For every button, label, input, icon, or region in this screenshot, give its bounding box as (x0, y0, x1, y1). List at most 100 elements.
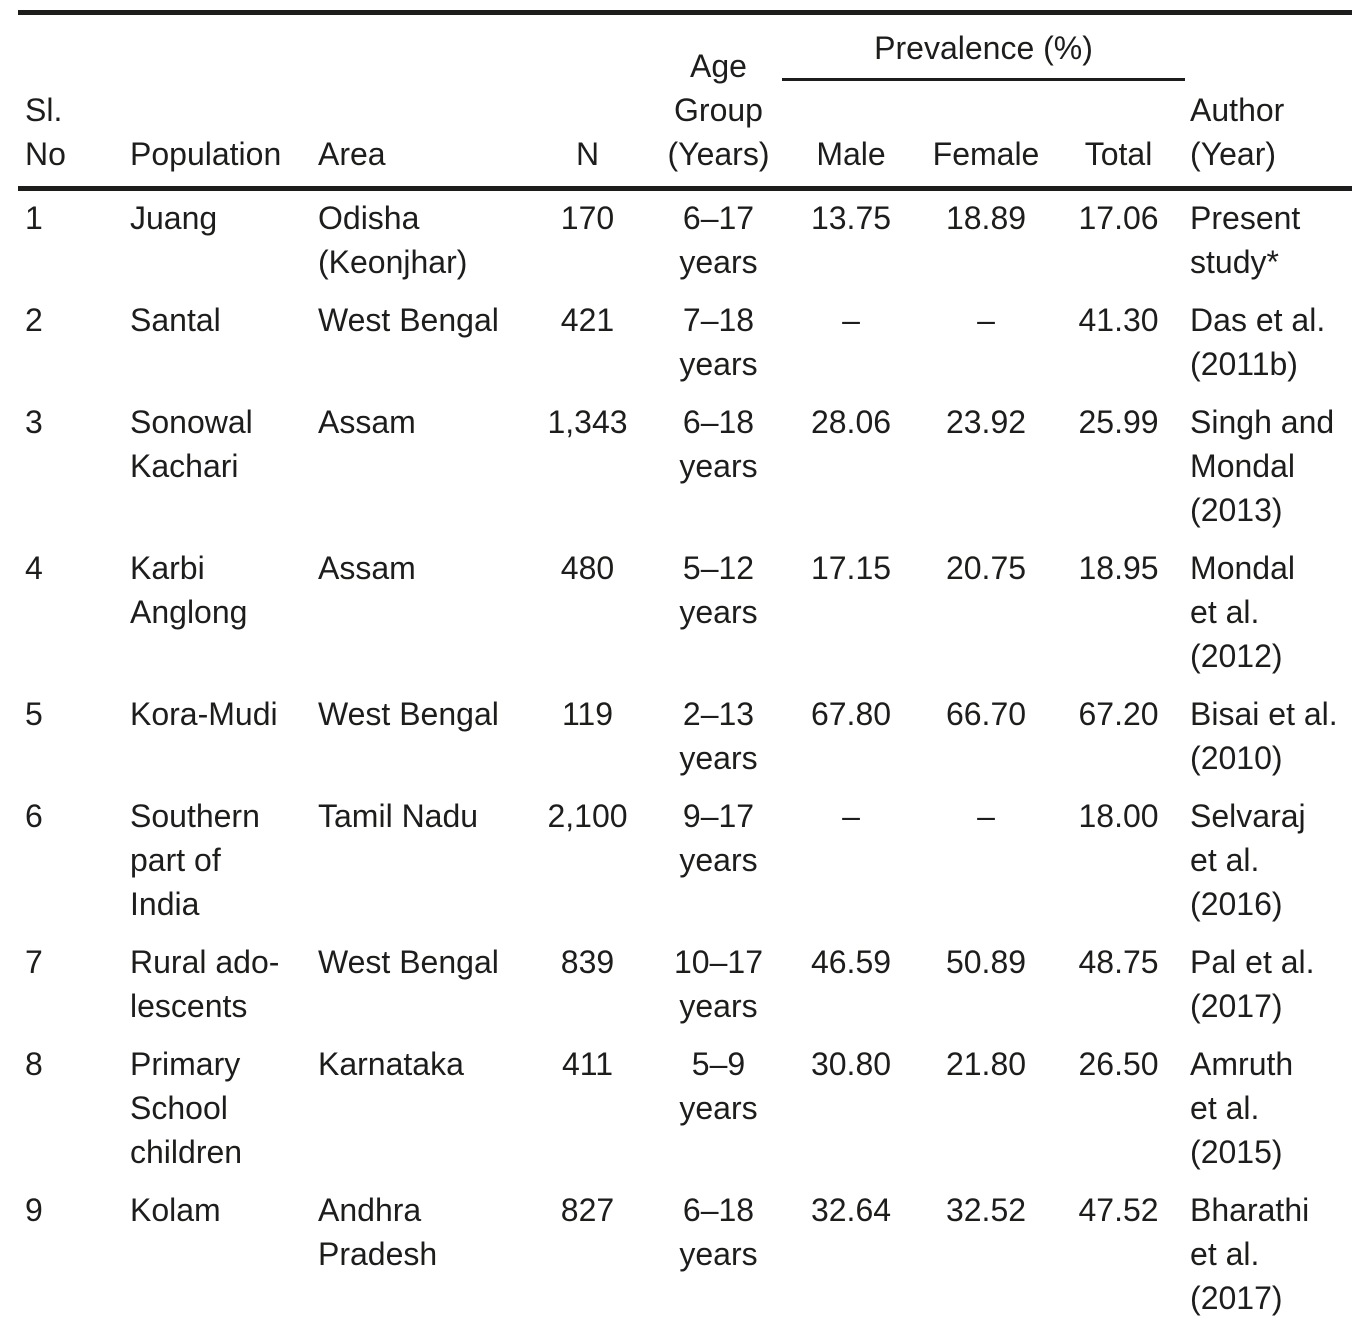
table-row: 2 Santal West Bengal 421 7–18 years – – … (18, 293, 1352, 395)
table-row: 6 Southern part of India Tamil Nadu 2,10… (18, 789, 1352, 935)
col-header-male: Male (782, 80, 920, 189)
cell-n: 480 (520, 541, 655, 687)
cell-total: 18.00 (1052, 789, 1185, 935)
cell-area: Karnataka (318, 1037, 520, 1183)
cell-male: 17.15 (782, 541, 920, 687)
cell-female: 32.52 (920, 1183, 1052, 1329)
table-row: 9 Kolam Andhra Pradesh 827 6–18 years 32… (18, 1183, 1352, 1329)
cell-sl-no: 1 (18, 189, 130, 294)
cell-population: Southern part of India (130, 789, 318, 935)
col-header-n: N (520, 13, 655, 189)
cell-age-group: 6–18 years (655, 1183, 782, 1329)
cell-total: 26.50 (1052, 1037, 1185, 1183)
header-row-top: Sl. No Population Area N Age Group (Year… (18, 13, 1352, 80)
cell-n: 411 (520, 1037, 655, 1183)
cell-female: 50.89 (920, 935, 1052, 1037)
cell-author: Mondal et al. (2012) (1185, 541, 1352, 687)
cell-area: Assam (318, 395, 520, 541)
cell-n: 827 (520, 1183, 655, 1329)
cell-sl-no: 8 (18, 1037, 130, 1183)
cell-sl-no: 5 (18, 687, 130, 789)
cell-age-group: 6–18 years (655, 395, 782, 541)
cell-area: Tamil Nadu (318, 789, 520, 935)
cell-age-group: 5–12 years (655, 541, 782, 687)
cell-female: – (920, 789, 1052, 935)
table-row: 4 Karbi Anglong Assam 480 5–12 years 17.… (18, 541, 1352, 687)
cell-sl-no: 3 (18, 395, 130, 541)
paper-page: { "colors": { "background": "#ffffff", "… (0, 10, 1352, 1326)
cell-population: Primary School children (130, 1037, 318, 1183)
cell-area: Andhra Pradesh (318, 1183, 520, 1329)
col-header-age-group: Age Group (Years) (655, 13, 782, 189)
cell-age-group: 7–18 years (655, 293, 782, 395)
cell-author: Pal et al. (2017) (1185, 935, 1352, 1037)
col-header-female: Female (920, 80, 1052, 189)
cell-total: 47.52 (1052, 1183, 1185, 1329)
table-row: 7 Rural ado- lescents West Bengal 839 10… (18, 935, 1352, 1037)
cell-author: Bharathi et al. (2017) (1185, 1183, 1352, 1329)
cell-author: Singh and Mondal (2013) (1185, 395, 1352, 541)
table-row: 8 Primary School children Karnataka 411 … (18, 1037, 1352, 1183)
col-header-prevalence-group: Prevalence (%) (782, 13, 1185, 80)
cell-population: Karbi Anglong (130, 541, 318, 687)
table-row: 5 Kora-Mudi West Bengal 119 2–13 years 6… (18, 687, 1352, 789)
cell-male: 30.80 (782, 1037, 920, 1183)
cell-area: West Bengal (318, 293, 520, 395)
cell-age-group: 5–9 years (655, 1037, 782, 1183)
cell-area: West Bengal (318, 935, 520, 1037)
cell-female: 20.75 (920, 541, 1052, 687)
cell-male: 46.59 (782, 935, 920, 1037)
cell-n: 2,100 (520, 789, 655, 935)
cell-male: 32.64 (782, 1183, 920, 1329)
cell-population: Santal (130, 293, 318, 395)
cell-area: West Bengal (318, 687, 520, 789)
cell-female: 21.80 (920, 1037, 1052, 1183)
cell-total: 18.95 (1052, 541, 1185, 687)
cell-total: 25.99 (1052, 395, 1185, 541)
table-header: Sl. No Population Area N Age Group (Year… (18, 13, 1352, 189)
cell-sl-no: 2 (18, 293, 130, 395)
cell-population: Kolam (130, 1183, 318, 1329)
cell-male: 28.06 (782, 395, 920, 541)
cell-area: Assam (318, 541, 520, 687)
cell-male: – (782, 293, 920, 395)
cell-n: 839 (520, 935, 655, 1037)
cell-male: 67.80 (782, 687, 920, 789)
cell-total: 67.20 (1052, 687, 1185, 789)
cell-author: Bisai et al. (2010) (1185, 687, 1352, 789)
cell-author: Amruth et al. (2015) (1185, 1037, 1352, 1183)
cell-age-group: 9–17 years (655, 789, 782, 935)
cell-total: 41.30 (1052, 293, 1185, 395)
cell-age-group: 10–17 years (655, 935, 782, 1037)
cell-population: Kora-Mudi (130, 687, 318, 789)
cell-male: 13.75 (782, 189, 920, 294)
cell-author: Present study* (1185, 189, 1352, 294)
col-header-total: Total (1052, 80, 1185, 189)
table-row: 1 Juang Odisha (Keonjhar) 170 6–17 years… (18, 189, 1352, 294)
cell-population: Rural ado- lescents (130, 935, 318, 1037)
cell-population: Juang (130, 189, 318, 294)
cell-sl-no: 7 (18, 935, 130, 1037)
table-body: 1 Juang Odisha (Keonjhar) 170 6–17 years… (18, 189, 1352, 1329)
col-header-population: Population (130, 13, 318, 189)
col-header-sl-no: Sl. No (18, 13, 130, 189)
cell-area: Odisha (Keonjhar) (318, 189, 520, 294)
cell-population: Sonowal Kachari (130, 395, 318, 541)
cell-n: 170 (520, 189, 655, 294)
cell-total: 17.06 (1052, 189, 1185, 294)
cell-female: 23.92 (920, 395, 1052, 541)
cell-author: Das et al. (2011b) (1185, 293, 1352, 395)
col-header-area: Area (318, 13, 520, 189)
col-header-author: Author (Year) (1185, 13, 1352, 189)
cell-author: Selvaraj et al. (2016) (1185, 789, 1352, 935)
cell-n: 421 (520, 293, 655, 395)
cell-n: 119 (520, 687, 655, 789)
cell-female: 66.70 (920, 687, 1052, 789)
cell-age-group: 2–13 years (655, 687, 782, 789)
cell-sl-no: 9 (18, 1183, 130, 1329)
table-row: 3 Sonowal Kachari Assam 1,343 6–18 years… (18, 395, 1352, 541)
cell-male: – (782, 789, 920, 935)
cell-sl-no: 4 (18, 541, 130, 687)
cell-female: 18.89 (920, 189, 1052, 294)
prevalence-comparison-table: Sl. No Population Area N Age Group (Year… (18, 10, 1352, 1329)
